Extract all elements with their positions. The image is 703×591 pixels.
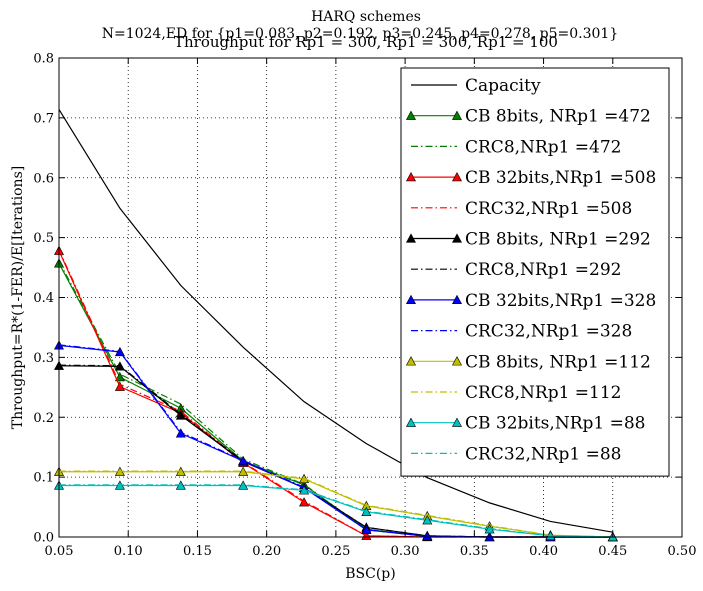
legend-marker (405, 417, 417, 427)
x-tick-label: 0.40 (529, 544, 558, 559)
x-axis-label: BSC(p) (345, 566, 395, 582)
legend-marker (451, 233, 463, 243)
legend-marker (405, 356, 417, 366)
series-0 (58, 109, 613, 533)
y-tick-label: 0.5 (33, 231, 54, 246)
y-tick-label: 0.0 (33, 531, 54, 546)
series-line (59, 484, 613, 538)
data-point (238, 455, 249, 466)
chart-titles: HARQ schemes N=1024,ED for {p1=0.083, p2… (102, 9, 619, 51)
y-tick-label: 0.4 (33, 291, 54, 306)
legend-entry-label: CB 8bits, NRp1 =472 (465, 107, 651, 127)
y-tick-label: 0.6 (33, 171, 54, 186)
y-axis-label: Throughput=R*(1-FER)/E[Iterations] (10, 166, 26, 429)
legend: Capacity CB 8bits, NRp1 =472 CRC8,NRp1 =47… (400, 67, 670, 477)
series-10 (59, 470, 613, 538)
x-tick-label: 0.25 (321, 544, 350, 559)
legend-marker (451, 356, 463, 366)
legend-entry-label: CRC8,NRp1 =472 (465, 137, 622, 157)
axis-ticks: 0.05 0.10 0.15 0.20 0.25 0.30 0.35 0.40 0.45 0.50… (33, 52, 696, 560)
legend-entry-label: CRC32,NRp1 =88 (465, 444, 622, 464)
legend-entry-label: CB 8bits, NRp1 =112 (465, 352, 651, 372)
x-tick-label: 0.15 (183, 544, 212, 559)
y-tick-label: 0.7 (33, 111, 54, 126)
legend-entry-label: CB 32bits,NRp1 =88 (465, 414, 645, 434)
legend-marker (451, 417, 463, 427)
data-point (299, 497, 310, 507)
y-tick-label: 0.2 (33, 411, 54, 426)
y-tick-label: 0.8 (33, 52, 54, 67)
x-tick-label: 0.05 (45, 544, 74, 559)
chart-title-line-3: Throughput for Rp1 = 300, Rp1 = 300, Rp1… (174, 33, 558, 51)
x-tick-label: 0.30 (391, 544, 420, 559)
legend-marker (405, 110, 417, 120)
legend-entry-label: Capacity (465, 76, 541, 96)
data-point (114, 381, 125, 391)
data-point (175, 410, 186, 420)
series-line (58, 109, 613, 533)
legend-entry-label: CB 8bits, NRp1 =292 (465, 230, 651, 250)
legend-marker (451, 294, 463, 305)
legend-marker (451, 171, 463, 182)
legend-marker (405, 294, 417, 305)
x-tick-label: 0.10 (114, 544, 143, 559)
x-tick-label: 0.50 (668, 544, 697, 559)
x-tick-label: 0.45 (598, 544, 627, 559)
legend-entry-label: CRC32,NRp1 =508 (465, 199, 632, 219)
x-tick-label: 0.35 (460, 544, 489, 559)
legend-entry-label: CB 32bits,NRp1 =328 (465, 291, 656, 311)
legend-entry-label: CRC8,NRp1 =292 (465, 260, 622, 280)
legend-box (400, 67, 670, 477)
legend-entry-label: CRC8,NRp1 =112 (465, 383, 622, 403)
legend-marker (451, 110, 463, 120)
legend-marker (405, 171, 417, 182)
chart-title-line-1: HARQ schemes (311, 9, 421, 25)
legend-marker (405, 233, 417, 243)
legend-entry-label: CB 32bits,NRp1 =508 (465, 168, 656, 188)
y-tick-label: 0.3 (33, 351, 54, 366)
series-12 (59, 484, 613, 538)
chart-title-line-2: N=1024,ED for {p1=0.083, p2=0.192, p3=0.… (102, 26, 619, 42)
y-tick-label: 0.1 (33, 471, 54, 486)
series-line (59, 470, 613, 538)
legend-entry-label: CRC32,NRp1 =328 (465, 322, 632, 342)
series-4 (58, 249, 613, 538)
x-tick-label: 0.20 (252, 544, 281, 559)
series-line (59, 471, 613, 538)
series-line (58, 249, 613, 538)
